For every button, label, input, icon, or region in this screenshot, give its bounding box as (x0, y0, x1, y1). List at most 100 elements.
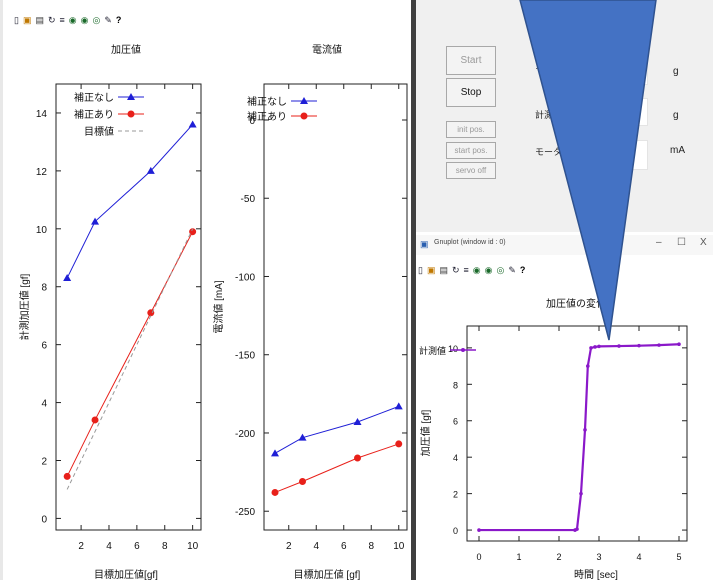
data-point-circle (271, 488, 279, 496)
x-tick-label: 4 (636, 552, 641, 562)
y-tick-label: -150 (235, 351, 255, 362)
y-tick-label: -250 (235, 507, 255, 518)
x-axis-label: 目標加圧値 [gf] (294, 568, 361, 580)
help-icon[interactable]: ? (115, 15, 122, 25)
zoom-next-icon[interactable]: ◉ (484, 265, 493, 275)
data-point (477, 528, 481, 532)
window-divider (411, 0, 416, 580)
y-tick-label: 8 (41, 283, 47, 294)
x-tick-label: 8 (162, 541, 168, 552)
data-point-triangle (63, 274, 72, 282)
y-tick-label: 4 (41, 399, 47, 410)
print-icon[interactable]: ▤ (35, 15, 44, 25)
data-point-circle (299, 477, 306, 485)
x-tick-label: 5 (676, 552, 681, 562)
motor-value-field (598, 55, 648, 85)
y-tick-label: 0 (249, 116, 255, 127)
y-tick-label: 14 (36, 109, 48, 120)
unit-ma: mA (670, 145, 685, 156)
data-point-triangle (394, 402, 403, 410)
y-tick-label: 12 (36, 167, 48, 178)
motor-current-field (598, 140, 648, 170)
x-axis-label: 目標加圧値[gf] (94, 568, 158, 580)
x-tick-label: 2 (286, 541, 292, 552)
measured-value-field (598, 98, 648, 126)
close-button[interactable]: X (700, 237, 707, 248)
y-tick-label: 0 (453, 526, 458, 536)
y-tick-label: -200 (235, 429, 255, 440)
x-tick-label: 10 (393, 541, 405, 552)
settings-icon[interactable]: ✎ (104, 15, 112, 25)
start-pos-button[interactable]: start pos. (446, 142, 496, 159)
grid-icon[interactable]: ≡ (59, 15, 65, 25)
y-tick-label: -100 (235, 272, 255, 283)
data-point-circle (354, 454, 361, 462)
copy-icon[interactable]: ▣ (22, 15, 32, 25)
data-point (575, 527, 579, 531)
motor-current-label: モーター制 (535, 147, 581, 157)
x-tick-label: 3 (596, 552, 601, 562)
legend-marker (300, 112, 308, 120)
data-point (597, 344, 601, 349)
minimize-button[interactable]: – (656, 237, 662, 248)
chart-title: 加圧値の変化 (546, 297, 606, 310)
y-axis-label: 計測加圧値 [gf] (18, 273, 31, 340)
x-tick-label: 2 (78, 541, 84, 552)
x-tick-label: 6 (134, 541, 140, 552)
start-button[interactable]: Start (446, 46, 496, 75)
data-point-triangle (298, 433, 307, 441)
settings-icon[interactable]: ✎ (508, 265, 516, 275)
clipboard-icon[interactable]: ▯ (418, 265, 423, 275)
y-tick-label: 2 (453, 490, 458, 500)
data-point-circle (91, 416, 99, 424)
zoom-unzoom-icon[interactable]: ◎ (496, 265, 505, 275)
plot-frame (55, 83, 202, 531)
legend-label: 補正なし (247, 95, 287, 108)
y-axis-label: 電流値 [mA] (212, 280, 225, 334)
grid-icon[interactable]: ≡ (463, 265, 469, 275)
y-tick-label: 8 (453, 380, 458, 390)
data-point-triangle (188, 120, 197, 128)
data-point (617, 344, 621, 348)
y-tick-label: 4 (453, 453, 458, 463)
y-tick-label: 10 (448, 344, 458, 354)
clipboard-icon[interactable]: ▯ (14, 15, 19, 25)
zoom-next-icon[interactable]: ◉ (80, 15, 89, 25)
copy-icon[interactable]: ▣ (426, 265, 436, 275)
servo-off-button[interactable]: servo off (446, 162, 496, 179)
x-tick-label: 0 (476, 552, 481, 562)
series-line (479, 343, 680, 532)
plot-frame (263, 83, 408, 531)
gnuplot-app-icon: ▣ (420, 239, 429, 249)
data-point (583, 428, 587, 432)
chart-title: 加圧値 (111, 43, 141, 56)
y-axis-label: 加圧値 [gf] (419, 409, 432, 456)
data-point (586, 364, 590, 368)
zoom-unzoom-icon[interactable]: ◎ (92, 15, 101, 25)
legend-label: 補正なし (74, 91, 114, 104)
legend-label: 目標値 (84, 125, 114, 138)
stop-button[interactable]: Stop (446, 78, 496, 107)
unit-g-2: g (673, 110, 679, 121)
legend-marker (300, 97, 308, 104)
zoom-prev-icon[interactable]: ◉ (68, 15, 77, 25)
legend-marker (461, 348, 465, 352)
data-point (593, 345, 597, 349)
replot-icon[interactable]: ↻ (451, 265, 460, 275)
init-pos-button[interactable]: init pos. (446, 121, 496, 138)
maximize-button[interactable]: ☐ (677, 237, 686, 248)
y-tick-label: 2 (41, 456, 47, 467)
print-icon[interactable]: ▤ (439, 265, 448, 275)
motor-label: モーター (535, 64, 572, 74)
legend-label: 補正あり (74, 108, 114, 121)
y-tick-label: 6 (41, 341, 47, 352)
x-tick-label: 4 (313, 541, 319, 552)
zoom-prev-icon[interactable]: ◉ (472, 265, 481, 275)
data-point-circle (189, 228, 197, 236)
replot-icon[interactable]: ↻ (47, 15, 56, 25)
series-line (66, 124, 194, 279)
left-pane-edge (0, 0, 3, 580)
